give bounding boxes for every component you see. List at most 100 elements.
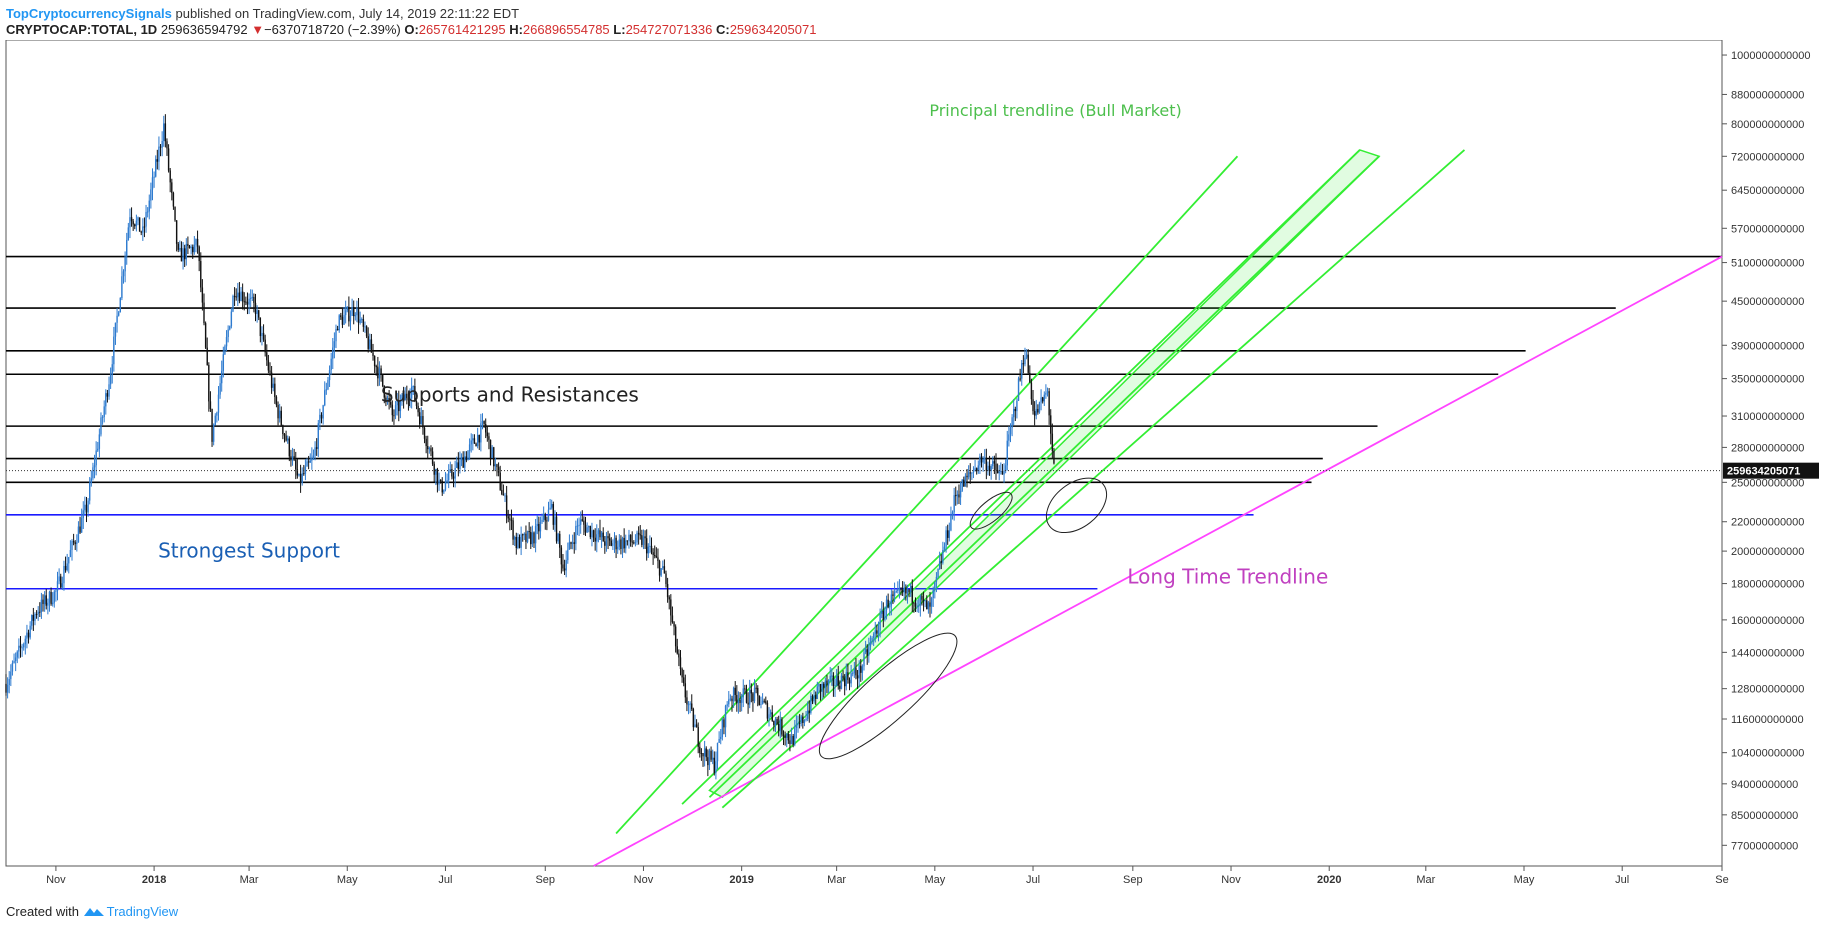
candle-body bbox=[993, 461, 996, 464]
candle-body bbox=[446, 480, 448, 483]
candle-body bbox=[573, 542, 575, 544]
candle-body bbox=[169, 170, 171, 183]
candle-body bbox=[69, 550, 72, 557]
candle-body bbox=[108, 384, 110, 397]
candle-body bbox=[782, 734, 785, 736]
candle-body bbox=[349, 315, 352, 322]
candle-body bbox=[63, 565, 65, 584]
candle-body bbox=[716, 742, 719, 762]
candle-body bbox=[602, 532, 604, 542]
candle-body bbox=[47, 602, 49, 606]
candle-body bbox=[578, 524, 580, 526]
candle-body bbox=[214, 415, 216, 425]
candle-body bbox=[230, 311, 233, 327]
candle-body bbox=[824, 680, 827, 688]
candle-body bbox=[871, 638, 873, 643]
candle-body bbox=[146, 211, 149, 213]
candle-body bbox=[419, 412, 421, 425]
candle-body bbox=[1051, 433, 1054, 451]
candle-body bbox=[980, 456, 983, 463]
candle-body bbox=[848, 679, 851, 684]
candle-body bbox=[304, 466, 307, 474]
candle-body bbox=[1014, 408, 1017, 412]
candle-body bbox=[436, 469, 439, 485]
candle-body bbox=[608, 538, 611, 541]
candle-body bbox=[903, 587, 905, 593]
candle-body bbox=[111, 364, 113, 375]
candle-body bbox=[192, 246, 194, 253]
candle-body bbox=[784, 735, 786, 738]
candle-body bbox=[789, 740, 791, 745]
candle-body bbox=[153, 176, 155, 178]
candle-body bbox=[969, 472, 971, 474]
candle-body bbox=[464, 456, 466, 468]
candle-body bbox=[528, 531, 530, 533]
candle-body bbox=[1024, 357, 1026, 365]
high-label: H: bbox=[509, 22, 523, 37]
trend-line bbox=[708, 155, 1380, 798]
candle-body bbox=[699, 746, 701, 753]
candle-body bbox=[744, 688, 746, 690]
candle-body bbox=[238, 292, 241, 301]
price-change: −6370718720 (−2.39%) bbox=[264, 22, 401, 37]
candle-body bbox=[922, 599, 925, 601]
candle-body bbox=[106, 393, 109, 397]
candle-body bbox=[869, 642, 872, 647]
tradingview-brand-link[interactable]: TradingView bbox=[106, 904, 179, 919]
candle-body bbox=[597, 530, 600, 535]
candle-body bbox=[1013, 408, 1015, 418]
candle-body bbox=[534, 526, 537, 544]
x-tick-label: Nov bbox=[634, 874, 654, 886]
candle-body bbox=[412, 386, 414, 388]
author-link[interactable]: TopCryptocurrencySignals bbox=[6, 6, 172, 21]
candle-body bbox=[850, 673, 852, 684]
candle-body bbox=[209, 401, 212, 409]
candle-body bbox=[401, 395, 403, 401]
candle-body bbox=[586, 527, 588, 533]
y-tick-label: 720000000000 bbox=[1731, 151, 1804, 163]
candle-body bbox=[1029, 372, 1031, 383]
candle-body bbox=[496, 464, 498, 468]
candle-body bbox=[246, 301, 249, 305]
candle-body bbox=[1008, 434, 1010, 441]
candle-body bbox=[847, 672, 849, 680]
candle-body bbox=[575, 526, 577, 544]
candle-body bbox=[802, 716, 804, 723]
close-label: C: bbox=[715, 22, 730, 37]
y-tick-label: 180000000000 bbox=[1731, 579, 1804, 591]
candle-body bbox=[435, 469, 437, 475]
candle-body bbox=[97, 448, 99, 451]
candle-body bbox=[64, 565, 67, 571]
candle-body bbox=[921, 596, 923, 600]
candle-body bbox=[470, 440, 472, 445]
candle-body bbox=[438, 479, 440, 485]
y-tick-label: 85000000000 bbox=[1731, 810, 1798, 822]
candle-body bbox=[860, 665, 862, 673]
candle-body bbox=[472, 438, 474, 441]
y-tick-label: 160000000000 bbox=[1731, 615, 1804, 627]
candle-body bbox=[343, 315, 345, 325]
candle-body bbox=[919, 596, 922, 606]
candle-body bbox=[525, 533, 527, 542]
candle-body bbox=[839, 685, 841, 689]
candle-body bbox=[984, 457, 986, 460]
candle-body bbox=[315, 447, 318, 449]
candle-body bbox=[890, 594, 893, 606]
candle-body bbox=[882, 611, 885, 620]
candle-body bbox=[98, 434, 101, 449]
x-tick-label: Mar bbox=[1416, 874, 1435, 886]
candle-body bbox=[428, 448, 431, 450]
candle-body bbox=[758, 695, 761, 705]
candle-body bbox=[823, 683, 825, 688]
candle-body bbox=[755, 687, 757, 689]
candle-body bbox=[966, 475, 968, 478]
candle-body bbox=[330, 358, 332, 371]
candle-body bbox=[927, 602, 930, 610]
highlight-ellipse bbox=[1045, 477, 1108, 534]
candle-body bbox=[596, 534, 598, 542]
candle-body bbox=[491, 447, 493, 459]
chart-annotation: Supports and Resistances bbox=[381, 382, 639, 406]
candle-body bbox=[589, 526, 592, 538]
candle-body bbox=[1048, 391, 1050, 416]
price-chart[interactable]: 1000000000000 880000000000 800000000000 720… bbox=[0, 40, 1828, 900]
